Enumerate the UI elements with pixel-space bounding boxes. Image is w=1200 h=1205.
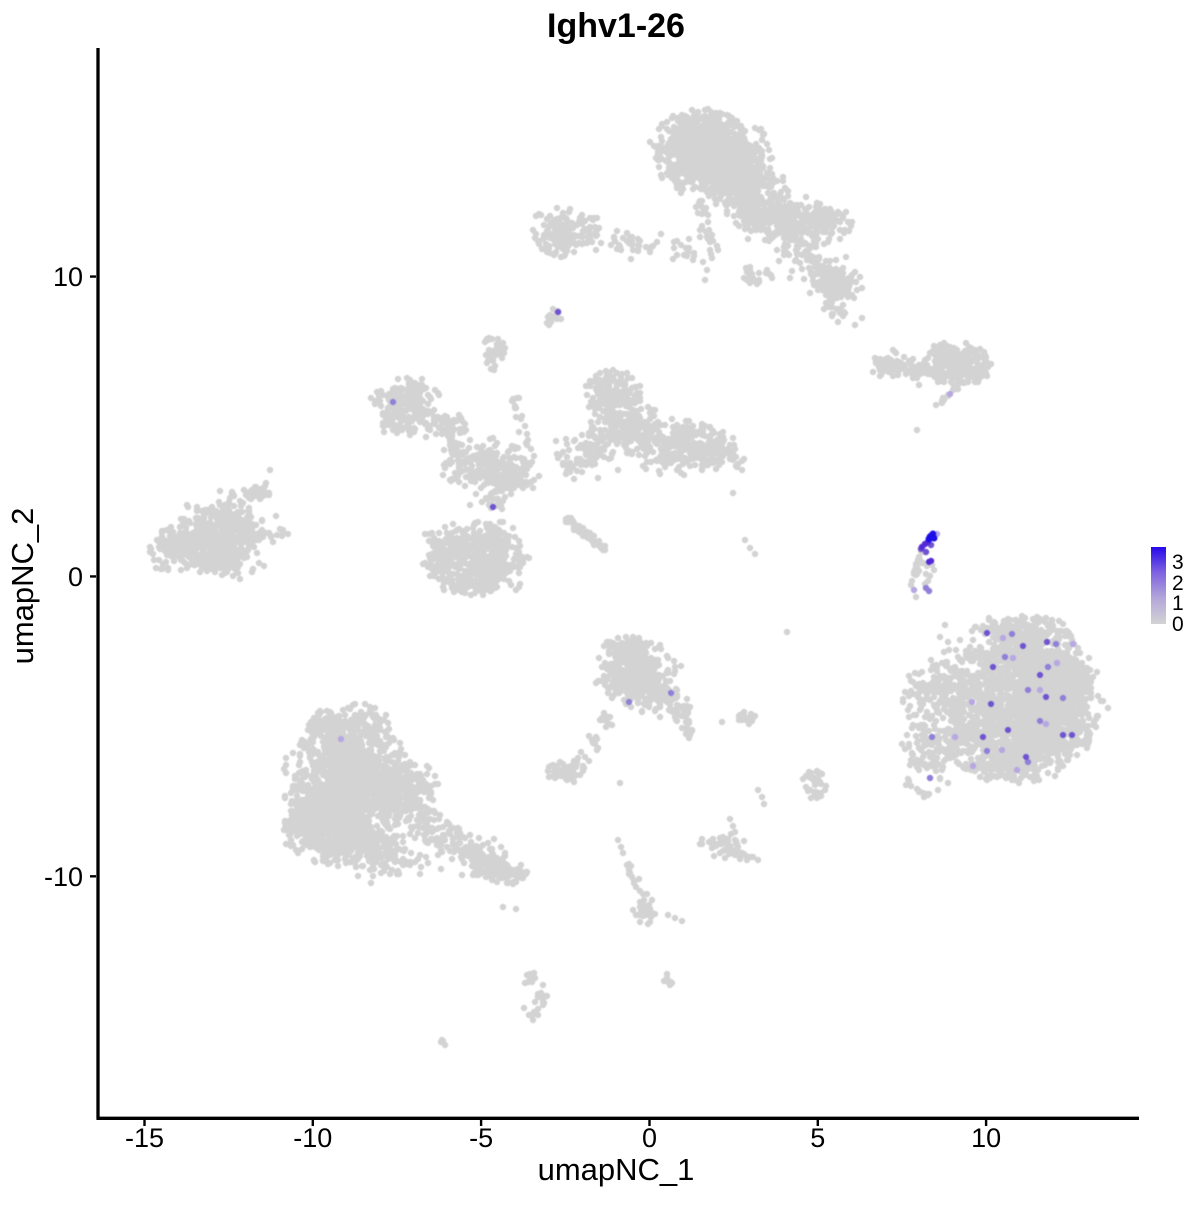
- svg-text:-10: -10: [44, 862, 83, 892]
- svg-text:-15: -15: [125, 1123, 164, 1153]
- svg-text:1: 1: [1172, 592, 1184, 615]
- svg-text:2: 2: [1172, 572, 1184, 595]
- svg-text:-5: -5: [469, 1123, 493, 1153]
- svg-text:10: 10: [53, 262, 83, 292]
- svg-text:0: 0: [642, 1123, 657, 1153]
- svg-text:0: 0: [68, 562, 83, 592]
- svg-text:3: 3: [1172, 551, 1184, 574]
- svg-text:10: 10: [971, 1123, 1001, 1153]
- svg-text:-10: -10: [293, 1123, 332, 1153]
- svg-text:umapNC_1: umapNC_1: [538, 1152, 695, 1187]
- svg-text:Ighv1-26: Ighv1-26: [547, 7, 685, 45]
- svg-text:5: 5: [810, 1123, 825, 1153]
- svg-text:umapNC_2: umapNC_2: [5, 508, 40, 665]
- svg-text:0: 0: [1172, 613, 1184, 636]
